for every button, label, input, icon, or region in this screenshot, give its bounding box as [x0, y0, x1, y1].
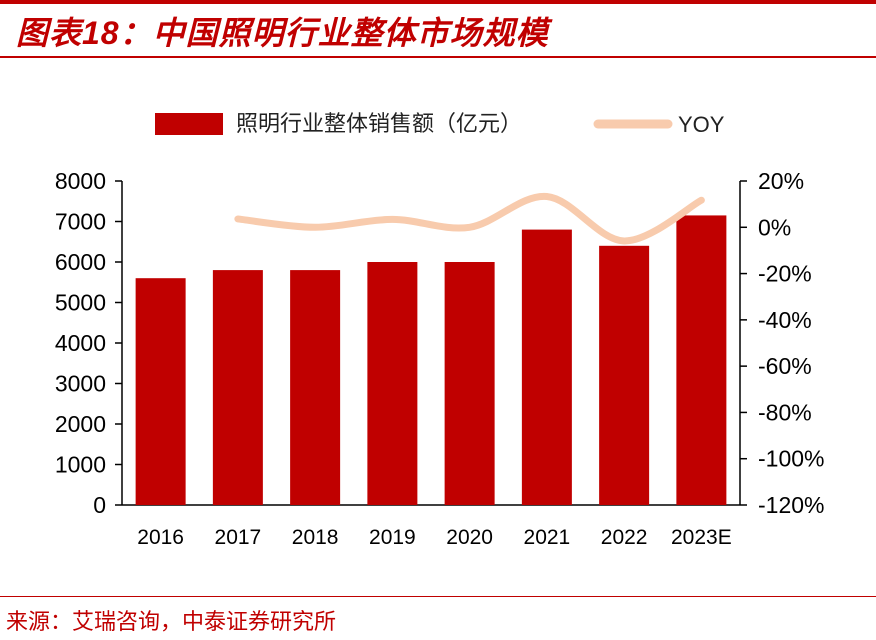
right-tick-label: -20% [758, 261, 812, 287]
bar-2020 [444, 262, 495, 505]
left-tick-label: 3000 [55, 371, 106, 397]
top-rule [0, 0, 876, 4]
bar-2023E [676, 215, 727, 506]
right-tick-label: -60% [758, 353, 812, 379]
left-tick-label: 5000 [55, 290, 106, 316]
bar-2017 [212, 270, 263, 505]
yoy-line-group [234, 193, 705, 245]
x-tick-label: 2021 [524, 526, 571, 549]
left-tick-label: 1000 [55, 452, 106, 478]
legend-line-label: YOY [678, 112, 725, 137]
yoy-line [234, 193, 705, 245]
legend: 照明行业整体销售额（亿元） YOY [155, 111, 725, 137]
right-tick-label: -80% [758, 399, 812, 425]
x-tick-label: 2023E [671, 526, 732, 549]
left-tick-label: 0 [93, 492, 106, 518]
title-rule [0, 56, 876, 58]
left-tick-label: 6000 [55, 249, 106, 275]
right-tick-label: -40% [758, 307, 812, 333]
x-tick-label: 2016 [137, 526, 184, 549]
source-note: 来源：艾瑞咨询，中泰证券研究所 [6, 610, 337, 635]
x-tick-label: 2022 [601, 526, 648, 549]
x-tick-label: 2019 [369, 526, 416, 549]
left-tick-label: 7000 [55, 209, 106, 235]
right-tick-label: 0% [758, 214, 791, 240]
chart-area: 照明行业整体销售额（亿元） YOY 0 1000 2000 3000 4000 5000 6… [0, 60, 876, 590]
right-tick-label: 20% [758, 168, 804, 194]
bar-2021 [521, 229, 572, 505]
bar-2018 [290, 270, 341, 505]
axes: 0 1000 2000 3000 4000 5000 6000 7000 8000 20% 0% -2… [55, 168, 825, 518]
left-tick-label: 8000 [55, 168, 106, 194]
x-tick-label: 2018 [292, 526, 339, 549]
right-tick-label: -120% [758, 492, 824, 518]
chart-title: 图表18：中国照明行业整体市场规模 [16, 15, 549, 51]
left-tick-label: 2000 [55, 411, 106, 437]
x-axis-labels: 2016 2017 2018 2019 2020 2021 2022 2023E [137, 526, 731, 549]
bars [135, 215, 727, 506]
bottom-rule [0, 596, 876, 597]
bar-2016 [135, 278, 186, 505]
x-tick-label: 2020 [446, 526, 493, 549]
bar-2022 [599, 245, 650, 506]
bar-2019 [367, 262, 418, 505]
left-tick-label: 4000 [55, 330, 106, 356]
legend-bar-swatch [155, 113, 223, 135]
right-tick-label: -100% [758, 446, 824, 472]
x-tick-label: 2017 [215, 526, 262, 549]
legend-bar-label: 照明行业整体销售额（亿元） [236, 111, 522, 136]
combo-chart: 照明行业整体销售额（亿元） YOY 0 1000 2000 3000 4000 5000 6… [55, 111, 825, 549]
